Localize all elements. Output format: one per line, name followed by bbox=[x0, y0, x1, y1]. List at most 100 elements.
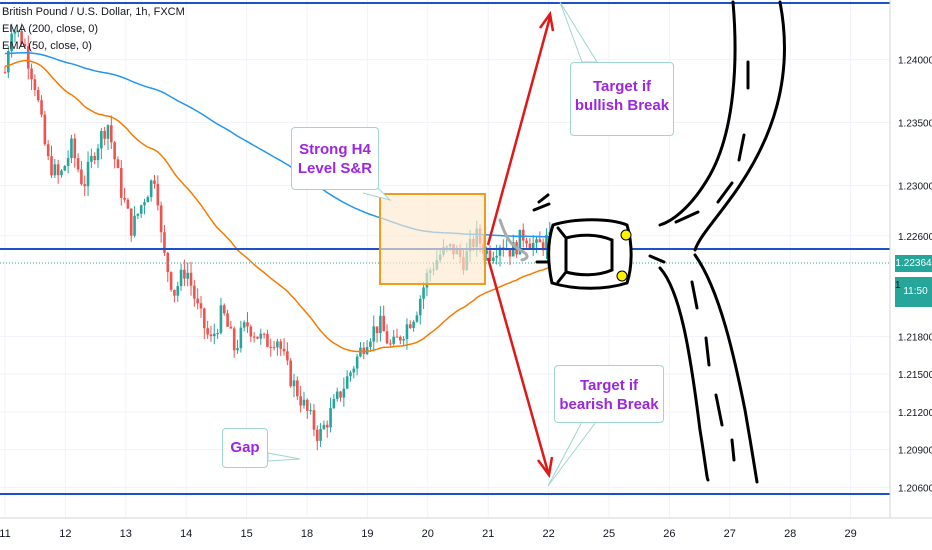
candle-body bbox=[382, 315, 386, 332]
candle-body bbox=[226, 313, 229, 327]
ema50-legend: EMA (50, close, 0) bbox=[2, 40, 92, 52]
bullish-target-arrow bbox=[486, 10, 555, 246]
road-fork-drawing bbox=[658, 0, 786, 484]
bear-target-callout: Target if bearish Break bbox=[554, 365, 664, 423]
current-price-tag: 1.22364 bbox=[895, 255, 932, 272]
candle-body bbox=[242, 322, 246, 328]
candle-body bbox=[389, 343, 392, 345]
time-axis: 11 12 13 14 15 18 19 20 21 22 25 26 27 28 29 bbox=[0, 517, 932, 550]
candle-body bbox=[262, 333, 266, 335]
candle-body bbox=[259, 333, 263, 339]
price-tick-label: 1.22600 bbox=[898, 232, 932, 243]
candle-body bbox=[3, 72, 7, 74]
consolidation-box bbox=[379, 193, 486, 285]
candle-body bbox=[352, 368, 356, 373]
candle-body bbox=[369, 341, 372, 348]
candle-body bbox=[325, 424, 329, 428]
candle-body bbox=[342, 388, 346, 398]
candle-body bbox=[43, 114, 47, 145]
candle-body bbox=[345, 376, 349, 389]
candle-body bbox=[236, 348, 239, 351]
candle-body bbox=[7, 51, 10, 73]
gap-callout-tail bbox=[267, 452, 301, 462]
road-dashes bbox=[648, 60, 750, 462]
bull-callout-text: Target if bullish Break bbox=[574, 78, 670, 114]
candle-body bbox=[521, 229, 525, 241]
chart-legend: British Pound / U.S. Dollar, 1h, FXCM EM… bbox=[2, 4, 185, 55]
candle-body bbox=[292, 380, 296, 387]
candle-body bbox=[93, 155, 96, 161]
candle-body bbox=[535, 239, 538, 243]
candle-body bbox=[83, 184, 87, 187]
gap-callout: Gap bbox=[222, 428, 268, 468]
candle-body bbox=[113, 142, 116, 160]
ema200-legend: EMA (200, close, 0) bbox=[2, 23, 98, 35]
candle-body bbox=[485, 250, 488, 254]
candle-body bbox=[156, 183, 160, 206]
candle-body bbox=[136, 213, 140, 216]
candle-body bbox=[206, 328, 209, 335]
candle-body bbox=[418, 298, 422, 316]
time-tick-label: 26 bbox=[663, 528, 675, 540]
candle-body bbox=[375, 326, 379, 334]
candle-body bbox=[203, 308, 206, 329]
candle-body bbox=[492, 257, 495, 261]
bull-target-callout: Target if bullish Break bbox=[570, 62, 674, 136]
gap-callout-text: Gap bbox=[230, 439, 260, 456]
candle-body bbox=[269, 346, 273, 348]
candles-layer bbox=[3, 23, 601, 451]
price-tick-label: 1.23500 bbox=[898, 119, 932, 130]
candle-body bbox=[266, 334, 269, 347]
time-tick-label: 18 bbox=[301, 528, 313, 540]
candle-body bbox=[296, 380, 299, 397]
candle-body bbox=[196, 298, 199, 304]
candle-body bbox=[355, 356, 359, 369]
candle-body bbox=[106, 125, 110, 139]
candle-body bbox=[173, 289, 176, 296]
candle-body bbox=[379, 315, 382, 334]
candle-body bbox=[399, 336, 402, 341]
bear-callout-tail bbox=[547, 421, 597, 487]
candle-body bbox=[40, 100, 43, 115]
time-tick-label: 25 bbox=[603, 528, 615, 540]
symbol-title: British Pound / U.S. Dollar, 1h, FXCM bbox=[2, 6, 185, 18]
price-tick-label: 1.21800 bbox=[898, 332, 932, 343]
candle-body bbox=[372, 326, 376, 342]
time-tick-label: 20 bbox=[422, 528, 434, 540]
candle-body bbox=[249, 326, 253, 337]
bull-callout-tail bbox=[559, 1, 598, 63]
level-callout: Strong H4 Level S&R bbox=[291, 127, 379, 190]
candle-body bbox=[16, 31, 20, 33]
countdown-value: 11:50 bbox=[903, 286, 928, 297]
candle-body bbox=[252, 336, 256, 338]
candle-body bbox=[395, 336, 399, 338]
candle-body bbox=[289, 360, 292, 387]
time-tick-label: 29 bbox=[844, 528, 856, 540]
price-tick-label: 1.21500 bbox=[898, 370, 932, 381]
candle-body bbox=[531, 242, 535, 249]
candle-body bbox=[80, 169, 83, 185]
candle-body bbox=[56, 164, 60, 176]
candle-body bbox=[545, 234, 548, 251]
candle-body bbox=[33, 79, 37, 90]
candle-body bbox=[525, 240, 528, 244]
level-callout-text: Strong H4 Level S&R bbox=[297, 141, 373, 177]
candle-body bbox=[339, 391, 342, 398]
candle-body bbox=[176, 286, 180, 296]
price-tick-label: 1.20900 bbox=[898, 446, 932, 457]
time-tick-label: 19 bbox=[361, 528, 373, 540]
candle-body bbox=[528, 243, 532, 249]
hidden-price-tag: 1 bbox=[895, 280, 901, 291]
candle-body bbox=[86, 161, 90, 187]
candle-body bbox=[183, 269, 186, 279]
car-headlight-top bbox=[620, 229, 632, 241]
candle-body bbox=[302, 399, 306, 406]
candle-body bbox=[50, 156, 53, 176]
candle-body bbox=[209, 334, 213, 337]
price-tick-label: 1.23000 bbox=[898, 181, 932, 192]
candle-body bbox=[405, 324, 409, 340]
candle-body bbox=[186, 272, 190, 279]
candle-body bbox=[100, 130, 103, 149]
candle-body bbox=[126, 199, 130, 209]
